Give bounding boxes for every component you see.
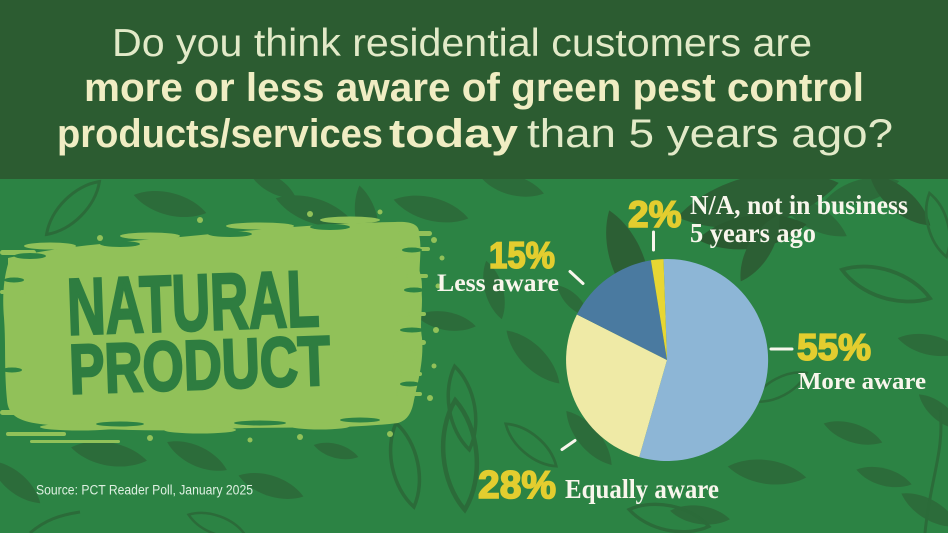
svg-text:more or less aware of green pe: more or less aware of green pest control — [84, 66, 864, 110]
svg-text:More aware: More aware — [798, 369, 926, 395]
svg-text:Do you think residential custo: Do you think residential customers are — [112, 22, 812, 65]
svg-text:Less aware: Less aware — [437, 270, 559, 297]
svg-text:5 years ago: 5 years ago — [690, 218, 816, 248]
svg-text:55%: 55% — [797, 327, 871, 368]
svg-text:PRODUCT: PRODUCT — [68, 322, 332, 409]
svg-text:2%: 2% — [628, 194, 681, 235]
svg-text:products/services: products/services — [57, 112, 383, 156]
svg-text:Source: PCT Reader Poll, Janua: Source: PCT Reader Poll, January 2025 — [36, 483, 253, 498]
svg-text:15%: 15% — [489, 235, 555, 276]
svg-text:today: today — [389, 112, 519, 156]
svg-text:NATURAL: NATURAL — [66, 254, 321, 352]
svg-text:than 5 years ago?: than 5 years ago? — [527, 112, 893, 156]
svg-text:Equally aware: Equally aware — [565, 474, 719, 504]
svg-text:N/A, not in business: N/A, not in business — [690, 190, 908, 220]
svg-text:28%: 28% — [478, 464, 556, 507]
